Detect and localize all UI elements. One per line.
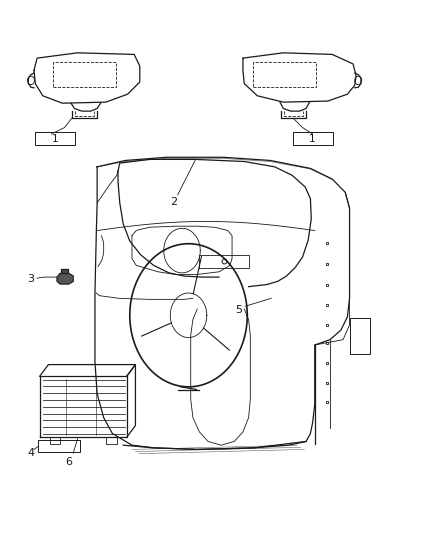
Text: 2: 2	[170, 197, 177, 207]
Polygon shape	[61, 269, 67, 273]
Bar	[39, 440, 80, 452]
Text: 1: 1	[52, 134, 58, 144]
Bar	[53, 62, 116, 87]
Text: 1: 1	[309, 134, 316, 144]
Polygon shape	[57, 273, 73, 284]
Text: 6: 6	[65, 457, 72, 466]
FancyBboxPatch shape	[35, 132, 75, 145]
Bar	[350, 318, 371, 354]
Text: 5: 5	[235, 305, 242, 315]
Text: 4: 4	[28, 448, 35, 458]
Text: 3: 3	[28, 273, 35, 284]
Bar	[253, 62, 316, 87]
FancyBboxPatch shape	[293, 132, 332, 145]
